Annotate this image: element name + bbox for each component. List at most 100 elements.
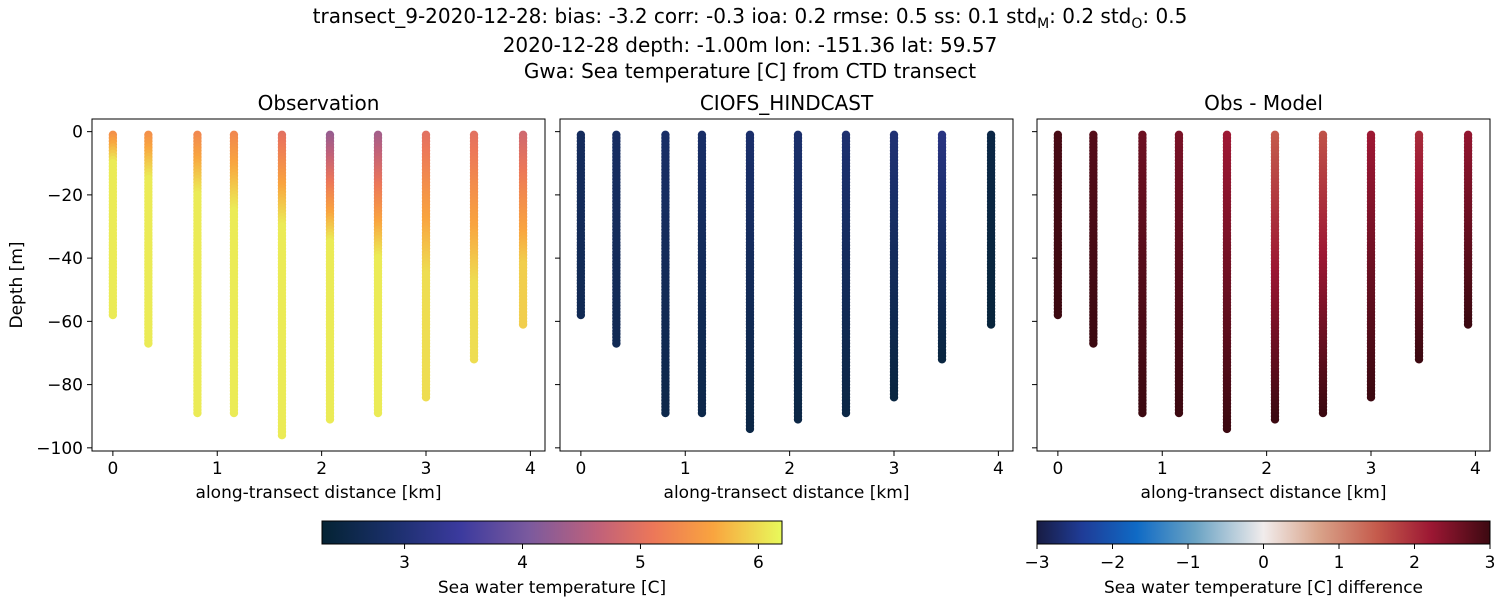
x-tick-label: 4 [525,459,536,479]
title-subscript-o: O [1131,16,1143,32]
x-axis-label: along-transect distance [km] [1141,483,1387,503]
figure-title-line2: 2020-12-28 depth: -1.00m lon: -151.36 la… [502,33,998,57]
x-tick-label: 1 [680,459,691,479]
y-axis-label: Depth [m] [7,241,27,328]
profile-cast [1270,130,1280,424]
profile-cast [229,130,239,418]
x-tick-label: 2 [784,459,795,479]
data-point [1174,408,1184,418]
data-point [986,320,996,329]
data-point [745,424,755,434]
x-tick-label: 3 [889,459,900,479]
panels-layer: Observation 0 1 2 3 4 along-transect distance … [7,91,1491,503]
data-points [1053,130,1473,434]
profile-cast [1366,130,1376,402]
profile-cast [1138,130,1147,418]
panel-title: Observation [258,91,380,115]
x-tick-label: 4 [1470,459,1481,479]
profile-cast [793,130,803,424]
profile-cast [518,130,528,329]
colorbar-tick-label: 5 [635,553,646,573]
x-tick-label: 4 [993,459,1004,479]
data-point [889,393,899,402]
data-point [108,310,118,320]
data-point [277,430,287,440]
y-tick-label: −100 [36,439,83,459]
data-point [373,408,383,418]
colorbar-tick-label: 3 [1485,553,1496,573]
profile-cast [144,130,153,348]
profile-cast [421,130,431,402]
data-point [193,408,202,418]
panel-3: Obs - Model 0 1 2 3 4 along-transect distance … [1032,91,1491,503]
colorbar-tick-label: 6 [753,553,764,573]
profile-cast [193,130,202,418]
profile-cast [745,130,755,434]
colorbar-tick-label: 3 [399,553,410,573]
x-axis-label: along-transect distance [km] [196,483,442,503]
profile-cast [612,130,621,348]
data-point [469,355,479,364]
colorbar-tick-label: −1 [1175,553,1200,573]
data-point [229,408,239,418]
profile-cast [469,130,479,364]
x-tick-label: 0 [575,459,586,479]
colorbar-2: −3 −2 −1 0 1 2 3 Sea water temperature [C] diff… [1024,520,1496,598]
data-point [576,310,586,320]
title-mid: : 0.2 std [1049,4,1132,28]
profile-cast [1318,130,1328,418]
data-point [1414,355,1424,364]
x-axis-label: along-transect distance [km] [664,483,910,503]
data-point [661,408,670,418]
colorbar-gradient [1036,520,1491,545]
data-point [1089,339,1098,348]
colorbars-layer: 3 4 5 6 Sea water temperature [C] −3 −2 −1 0 1 2 3 S… [321,520,1496,598]
profile-cast [1463,130,1473,329]
plot-frame [91,118,546,452]
colorbar-tick-label: −2 [1100,553,1125,573]
profile-cast [1414,130,1424,364]
title-subscript-m: M [1037,16,1050,32]
colorbar-gradient [321,520,783,545]
x-tick-label: 2 [316,459,327,479]
data-point [697,408,707,418]
panel-1: Observation 0 1 2 3 4 along-transect distance … [7,91,546,503]
data-point [421,393,431,402]
colorbar-label: Sea water temperature [C] [438,578,666,598]
title-prefix: transect_9-2020-12-28: bias: -3.2 corr: … [312,4,1038,28]
y-tick-label: 0 [72,123,83,143]
data-point [1463,320,1473,329]
data-point [1270,415,1280,424]
y-tick-label: −80 [47,376,83,396]
colorbar-tick-label: 0 [1258,553,1269,573]
profile-cast [108,130,118,320]
colorbar-tick-label: 1 [1334,553,1345,573]
colorbar-tick-label: −3 [1024,553,1049,573]
data-points [576,130,996,434]
data-point [841,408,851,418]
colorbar-1: 3 4 5 6 Sea water temperature [C] [321,520,783,598]
figure-title-line1: transect_9-2020-12-28: bias: -3.2 corr: … [0,4,1500,36]
profile-cast [1222,130,1232,434]
data-point [612,339,621,348]
profile-cast [986,130,996,329]
colorbar-tick-label: 4 [517,553,528,573]
x-tick-label: 0 [107,459,118,479]
y-tick-label: −40 [47,249,83,269]
profile-cast [373,130,383,418]
data-point [793,415,803,424]
profile-cast [1053,130,1063,320]
profile-cast [1174,130,1184,418]
data-point [1053,310,1063,320]
data-point [1138,408,1147,418]
data-point [1366,393,1376,402]
y-tick-label: −60 [47,312,83,332]
figure-title-line3: Gwa: Sea temperature [C] from CTD transe… [523,59,977,83]
profile-cast [1089,130,1098,348]
panel-title: CIOFS_HINDCAST [700,91,874,115]
x-tick-label: 2 [1261,459,1272,479]
data-point [144,339,153,348]
profile-cast [937,130,947,364]
profile-cast [661,130,670,418]
